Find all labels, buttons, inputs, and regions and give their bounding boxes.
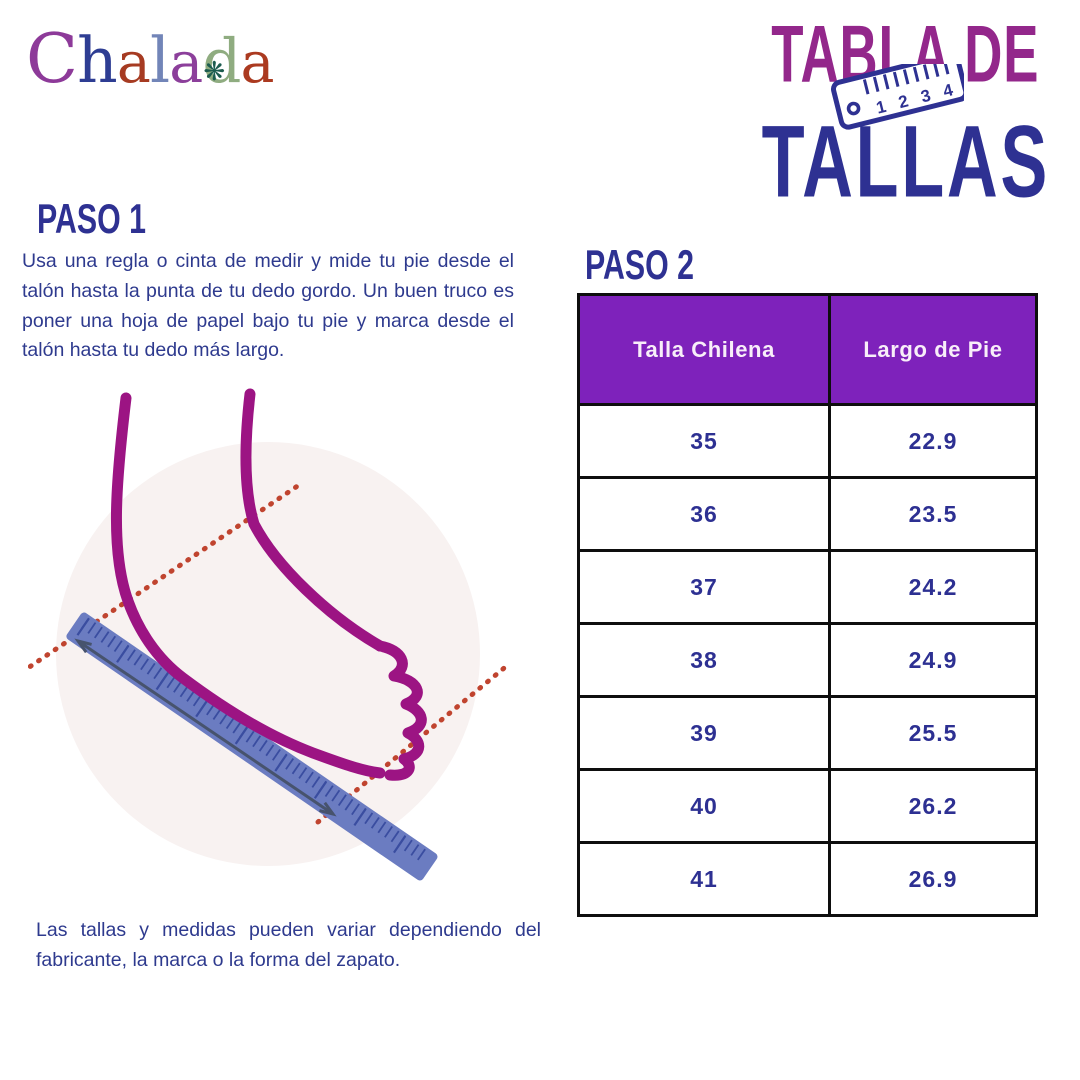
column-header-largo-de-pie: Largo de Pie — [828, 293, 1038, 406]
talla-cell: 36 — [577, 476, 831, 552]
talla-cell: 41 — [577, 841, 831, 917]
foot-measurement-illustration — [28, 388, 512, 881]
table-row: 41 26.9 — [577, 841, 1038, 917]
logo-letter: a — [240, 30, 275, 96]
logo-letter: l — [149, 24, 170, 97]
logo-letter: h — [77, 24, 118, 97]
table-row: 37 24.2 — [577, 549, 1038, 625]
talla-cell: 35 — [577, 403, 831, 479]
background-circle — [56, 442, 480, 866]
table-row: 35 22.9 — [577, 403, 1038, 479]
title-tallas: TALLAS — [761, 104, 1050, 219]
logo-letter: a — [169, 30, 203, 96]
table-row: 39 25.5 — [577, 695, 1038, 771]
ruler-icon: 1 2 3 4 — [830, 64, 964, 130]
largo-cell: 25.5 — [828, 695, 1038, 771]
talla-cell: 40 — [577, 768, 831, 844]
table-row: 38 24.9 — [577, 622, 1038, 698]
brand-logo: Chalad ❋ a — [26, 20, 275, 99]
foot-outline — [110, 388, 427, 781]
ruler-number: 1 — [874, 97, 888, 118]
ruler-zero-hole — [846, 101, 861, 116]
talla-cell: 37 — [577, 549, 831, 625]
column-header-talla-chilena: Talla Chilena — [577, 293, 831, 406]
talla-cell: 39 — [577, 695, 831, 771]
ruler-ticks — [862, 64, 954, 95]
logo-letter-d: d — [202, 26, 241, 97]
step1-heading: PASO 1 — [37, 196, 147, 242]
largo-cell: 26.2 — [828, 768, 1038, 844]
step2-heading: PASO 2 — [585, 242, 695, 288]
table-row: 36 23.5 — [577, 476, 1038, 552]
title-block: TABLA DE 1 2 3 4 TALLAS — [738, 8, 1073, 218]
ruler-number: 3 — [919, 86, 933, 107]
ruler-graphic — [66, 612, 438, 881]
largo-cell: 23.5 — [828, 476, 1038, 552]
table-row: 40 26.2 — [577, 768, 1038, 844]
largo-cell: 26.9 — [828, 841, 1038, 917]
largo-cell: 24.9 — [828, 622, 1038, 698]
logo-letter: a — [116, 30, 151, 96]
largo-cell: 22.9 — [828, 403, 1038, 479]
flower-icon: ❋ — [203, 57, 226, 87]
step1-description: Usa una regla o cinta de medir y mide tu… — [22, 250, 514, 362]
footnote: Las tallas y medidas pueden variar depen… — [36, 919, 541, 971]
size-table-header-row: Talla Chilena Largo de Pie — [577, 293, 1038, 406]
ruler-number: 2 — [897, 91, 911, 112]
title-line-2: TALLAS — [738, 77, 1073, 218]
logo-letter: C — [26, 20, 78, 99]
logo-letter: d ❋ — [202, 26, 241, 97]
size-table: Talla Chilena Largo de Pie 35 22.9 36 23… — [577, 293, 1038, 917]
talla-cell: 38 — [577, 622, 831, 698]
largo-cell: 24.2 — [828, 549, 1038, 625]
measurement-arrow — [74, 638, 337, 817]
